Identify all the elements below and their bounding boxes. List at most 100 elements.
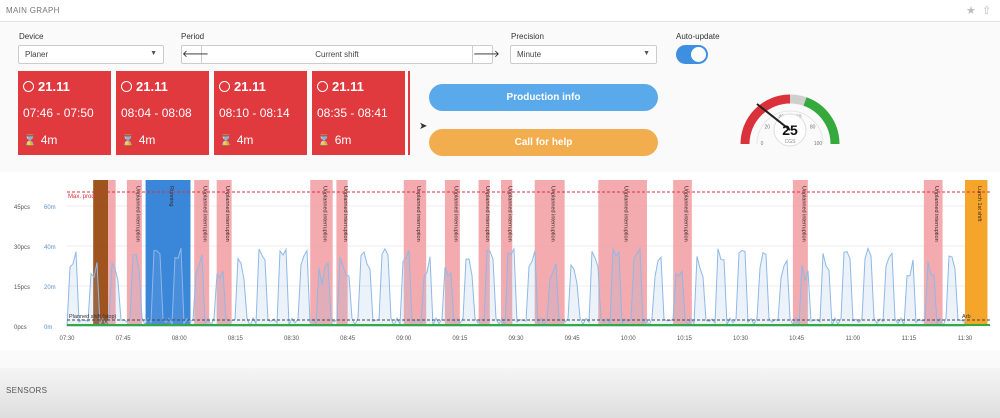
precision-select[interactable]: Minute ▼ <box>510 45 657 64</box>
stop-duration-text: 4m <box>138 133 156 147</box>
x-tick-label: 10:00 <box>621 336 637 342</box>
x-tick-label: 08:00 <box>172 336 188 342</box>
event-label: Unplanned interruption <box>683 186 689 242</box>
event-band <box>598 180 647 326</box>
card-divider <box>408 71 410 155</box>
precision-value: Minute <box>517 50 542 59</box>
x-tick-label: 09:00 <box>396 336 412 342</box>
event-label: Unplanned interruption <box>202 186 208 242</box>
stop-duration-text: 4m <box>236 133 254 147</box>
stop-date: 21.11 <box>219 79 266 94</box>
x-tick-label: 09:30 <box>508 336 524 342</box>
max-production-label: Max. prod. <box>68 194 97 200</box>
stop-card[interactable]: 21.11 08:10 - 08:14 ⌛ 4m <box>214 71 307 155</box>
stop-time: 08:04 - 08:08 <box>121 106 192 120</box>
hourglass-icon: ⌛ <box>219 135 233 147</box>
event-band <box>194 180 210 326</box>
event-label: Unplanned interruption <box>507 186 513 242</box>
event-band <box>93 180 109 326</box>
event-band <box>108 180 116 326</box>
clock-icon <box>23 81 34 92</box>
bottom-label: Planned shift (stop) <box>69 314 117 320</box>
stop-card[interactable]: 21.11 08:35 - 08:41 ⌛ 6m <box>312 71 405 155</box>
star-icon[interactable]: ★ <box>966 5 976 17</box>
clock-icon <box>317 81 328 92</box>
stop-duration: ⌛ 4m <box>121 133 155 147</box>
stop-duration: ⌛ 6m <box>317 133 351 147</box>
mouse-cursor-icon: ➤ <box>419 121 428 132</box>
stop-time: 08:35 - 08:41 <box>317 106 388 120</box>
x-tick-label: 11:30 <box>958 336 973 342</box>
production-info-button[interactable]: Production info <box>429 84 658 111</box>
event-band <box>403 180 427 326</box>
panel-title: MAIN GRAPH <box>6 6 60 15</box>
stop-date-text: 21.11 <box>38 79 70 94</box>
stop-time: 07:46 - 07:50 <box>23 106 94 120</box>
event-band <box>501 180 513 326</box>
clock-icon <box>219 81 230 92</box>
bottom-label: Arb <box>962 314 971 320</box>
event-band <box>216 180 232 326</box>
up-arrow-icon[interactable]: ⇧ <box>982 5 992 17</box>
stop-date-text: 21.11 <box>136 79 168 94</box>
event-band <box>126 180 142 326</box>
event-band <box>534 180 565 326</box>
stop-date-text: 21.11 <box>234 79 266 94</box>
y-tick-pcs: 30pcs <box>14 245 30 251</box>
event-label: Unplanned interruption <box>623 186 629 242</box>
main-graph-header: MAIN GRAPH ★ ⇧ <box>0 0 1000 22</box>
stop-duration-text: 6m <box>334 133 352 147</box>
arrow-right-icon[interactable]: 🡒 <box>472 46 500 63</box>
y-tick-pcs: 0pcs <box>14 325 27 331</box>
x-tick-label: 09:45 <box>565 336 581 342</box>
stop-date: 21.11 <box>317 79 364 94</box>
event-label: Unplanned interruption <box>342 186 348 242</box>
x-tick-label: 10:45 <box>789 336 805 342</box>
event-band <box>673 180 692 326</box>
gauge-value: 25 <box>782 122 798 138</box>
call-for-help-button[interactable]: Call for help <box>429 129 658 156</box>
device-value: Planer <box>25 50 49 59</box>
y-tick-min: 20m <box>44 285 56 291</box>
gauge-red-arc <box>740 94 791 145</box>
x-tick-label: 08:15 <box>228 336 244 342</box>
gauge-tick-label: 20 <box>765 125 771 131</box>
hourglass-icon: ⌛ <box>317 135 331 147</box>
y-tick-min: 60m <box>44 205 56 211</box>
event-band <box>336 180 348 326</box>
gauge-unit: CGS <box>785 139 797 145</box>
device-select[interactable]: Planer ▼ <box>18 45 164 64</box>
gauge-mid-arc <box>789 94 807 106</box>
event-band <box>310 180 333 326</box>
sensors-section[interactable]: SENSORS <box>0 368 1000 418</box>
gauge-needle <box>756 103 791 131</box>
x-tick-label: 08:30 <box>284 336 300 342</box>
hourglass-icon: ⌛ <box>121 135 135 147</box>
event-label: Unplanned interruption <box>800 186 806 242</box>
production-chart: 0pcs 0m 15pcs 20m 30pcs 40m 45pcs 60m Unplanned … <box>0 172 1000 350</box>
auto-update-toggle[interactable] <box>676 45 708 64</box>
period-label: Period <box>181 32 205 41</box>
event-label: Unplanned interruption <box>134 186 140 242</box>
chevron-down-icon: ▼ <box>643 50 650 57</box>
stop-date: 21.11 <box>121 79 168 94</box>
event-band <box>965 180 988 326</box>
stop-card[interactable]: 21.11 08:04 - 08:08 ⌛ 4m <box>116 71 209 155</box>
x-tick-label: 09:15 <box>452 336 468 342</box>
period-value[interactable]: Current shift <box>315 50 359 59</box>
x-tick-label: 08:45 <box>340 336 356 342</box>
event-label: Running <box>168 186 174 207</box>
x-tick-label: 07:30 <box>59 336 75 342</box>
clock-icon <box>121 81 132 92</box>
stop-card[interactable]: 21.11 07:46 - 07:50 ⌛ 4m <box>18 71 111 155</box>
event-label: Unplanned interruption <box>550 186 556 242</box>
event-label: Lunch 1st shift <box>976 186 982 222</box>
stop-duration-text: 4m <box>40 133 58 147</box>
production-series <box>66 246 966 328</box>
stop-duration: ⌛ 4m <box>219 133 253 147</box>
arrow-left-icon[interactable]: 🡐 <box>182 46 209 63</box>
stop-date-text: 21.11 <box>332 79 364 94</box>
y-tick-pcs: 15pcs <box>14 285 30 291</box>
x-tick-label: 07:45 <box>116 336 132 342</box>
